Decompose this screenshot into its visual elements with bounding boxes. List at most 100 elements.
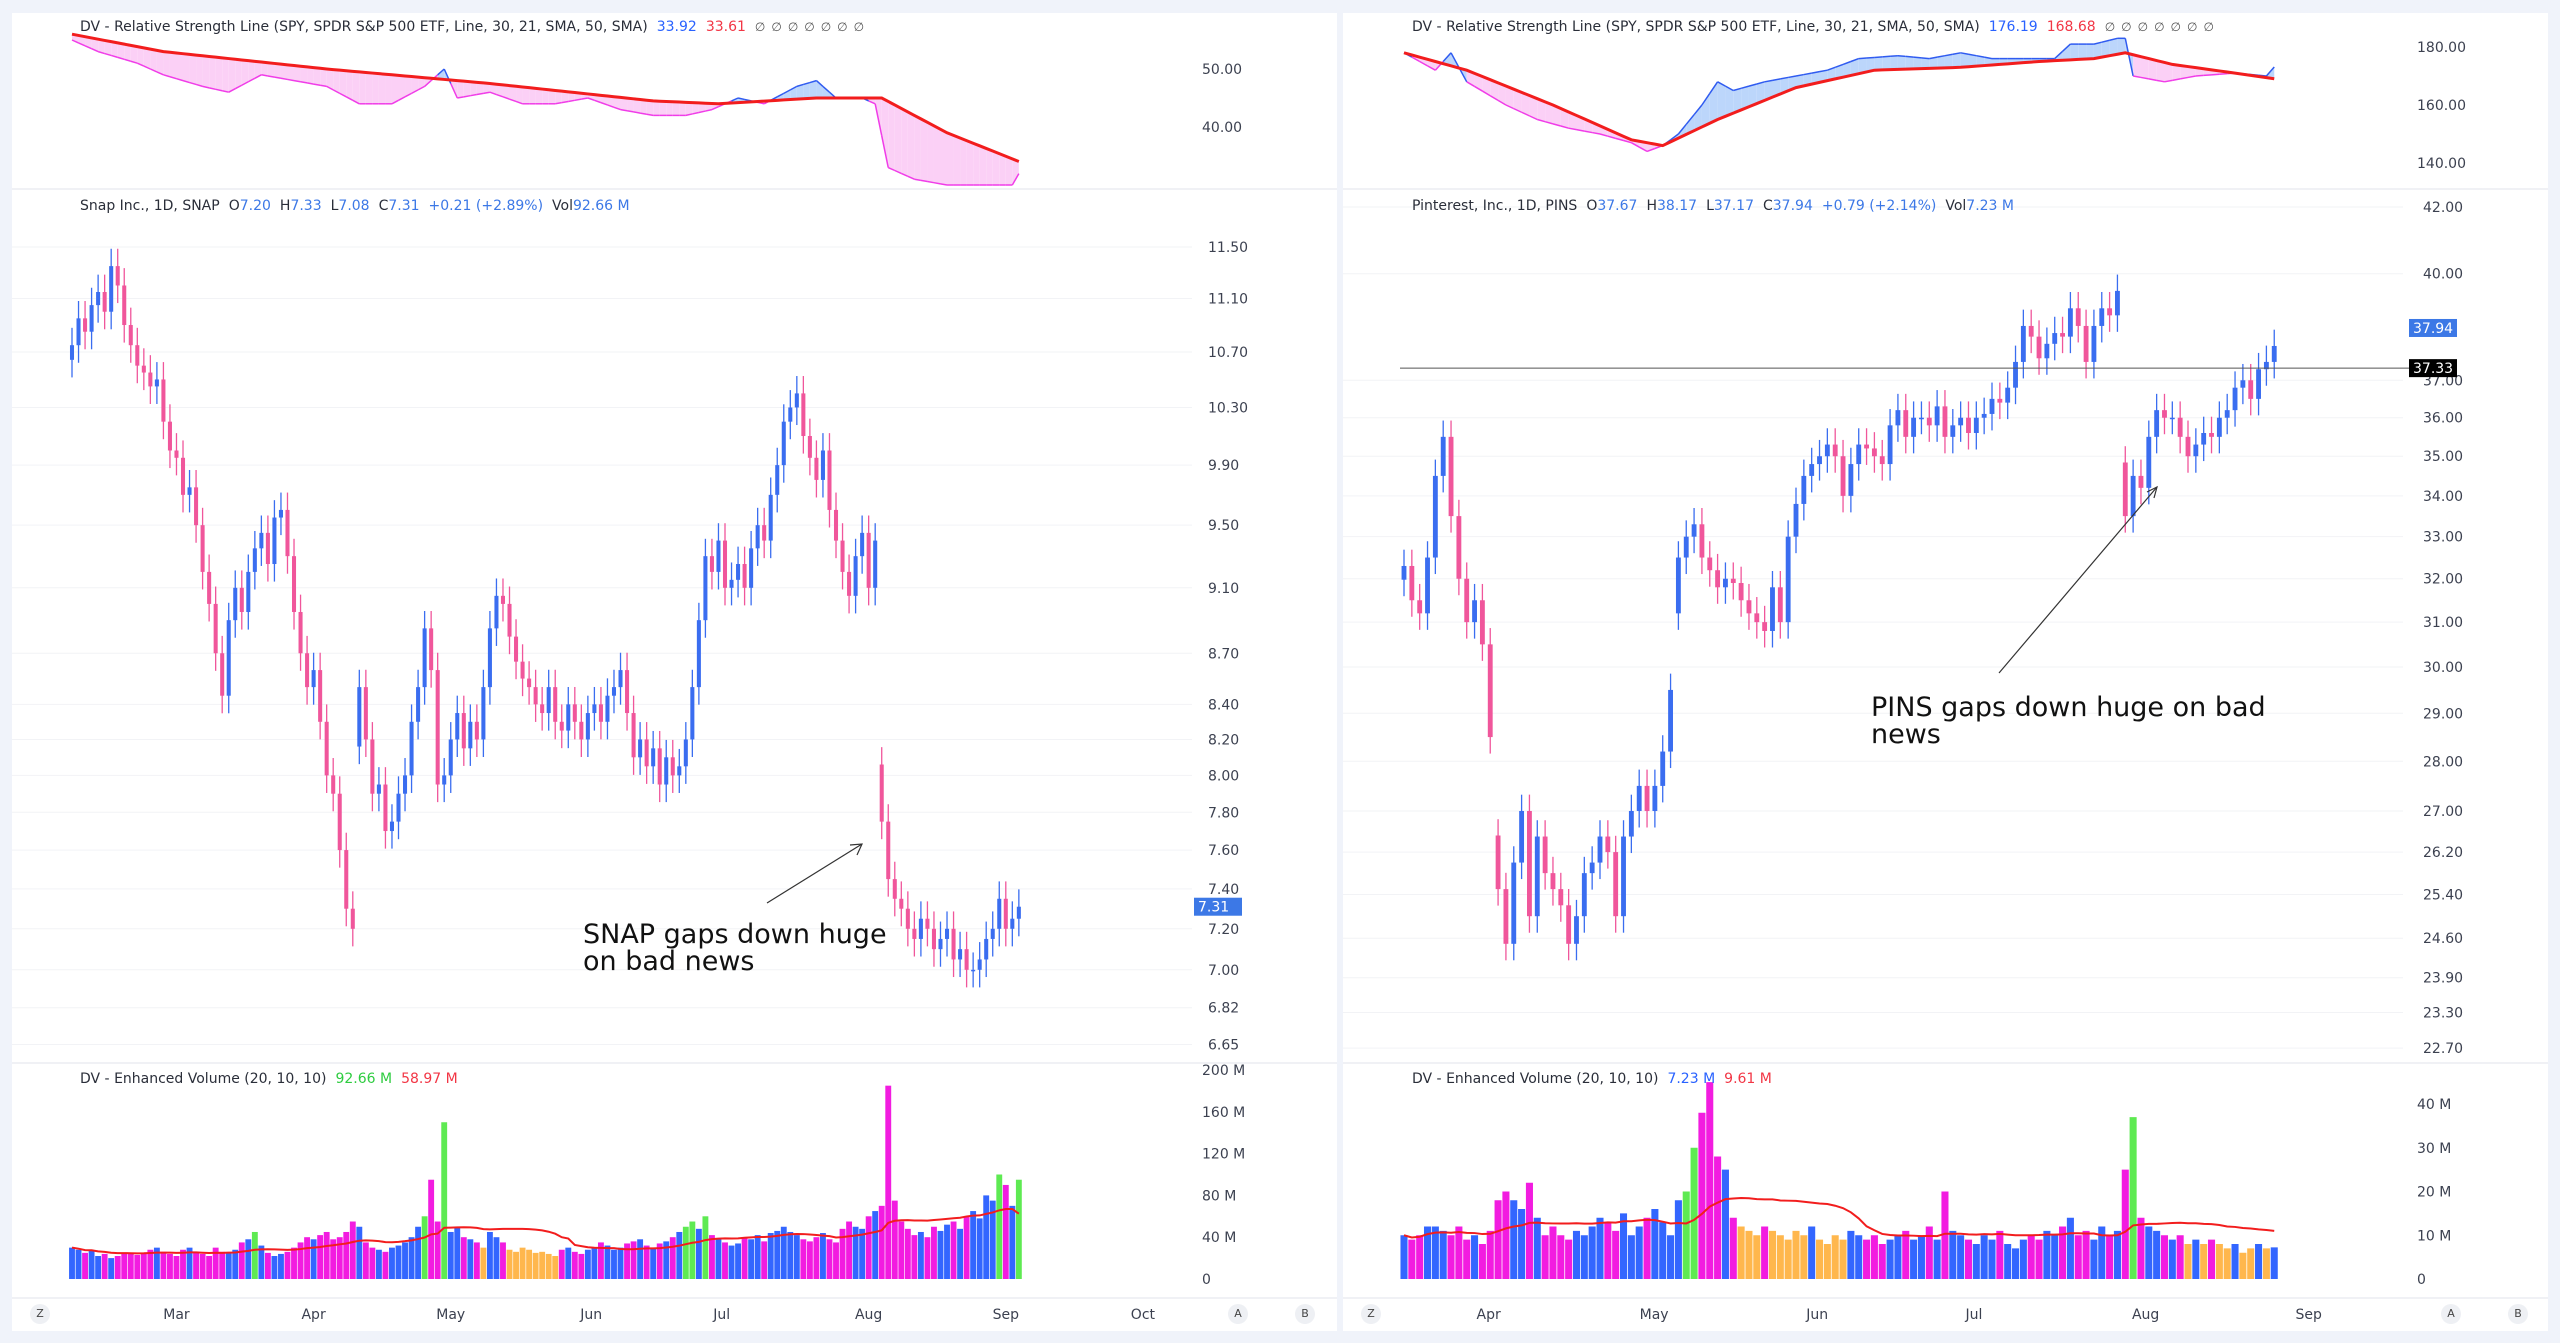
- symbol-title[interactable]: Pinterest, Inc., 1D, PINS: [1412, 198, 1578, 214]
- volume-bar[interactable]: [343, 1231, 350, 1279]
- volume-bar[interactable]: [467, 1239, 474, 1279]
- candle[interactable]: [298, 594, 303, 671]
- candle[interactable]: [1919, 401, 1924, 435]
- volume-bar[interactable]: [872, 1211, 879, 1279]
- candle[interactable]: [285, 492, 290, 574]
- candle[interactable]: [1723, 562, 1728, 604]
- candle[interactable]: [1707, 541, 1713, 587]
- candle[interactable]: [2067, 291, 2073, 354]
- candle[interactable]: [559, 704, 564, 749]
- candle[interactable]: [135, 327, 140, 384]
- candle[interactable]: [801, 376, 806, 454]
- volume-bar[interactable]: [82, 1252, 88, 1279]
- volume-bar[interactable]: [2066, 1217, 2074, 1279]
- volume-bar[interactable]: [1009, 1205, 1016, 1279]
- volume-bar[interactable]: [2153, 1230, 2161, 1279]
- candle[interactable]: [2028, 309, 2034, 354]
- auto-scale-button[interactable]: A: [1228, 1304, 1248, 1324]
- volume-bar[interactable]: [225, 1252, 232, 1279]
- volume-bar[interactable]: [264, 1252, 271, 1279]
- volume-bar[interactable]: [767, 1233, 774, 1279]
- volume-bar[interactable]: [885, 1085, 892, 1279]
- volume-bar[interactable]: [160, 1251, 167, 1279]
- candle[interactable]: [1973, 401, 1979, 450]
- price-axis[interactable]: 42.00 40.00 37.00 36.00 35.00 34.00 33.00 32.00…: [1343, 200, 2463, 1057]
- volume-bar[interactable]: [774, 1230, 781, 1279]
- volume-bar[interactable]: [382, 1251, 389, 1279]
- volume-bar[interactable]: [1518, 1209, 1526, 1279]
- volume-bar[interactable]: [904, 1228, 911, 1279]
- volume-bar[interactable]: [878, 1205, 885, 1279]
- volume-bar[interactable]: [891, 1200, 898, 1279]
- volume-bar[interactable]: [193, 1251, 200, 1279]
- volume-bar[interactable]: [134, 1254, 141, 1279]
- candle[interactable]: [2256, 352, 2261, 416]
- candle[interactable]: [1989, 382, 1995, 431]
- volume-bar[interactable]: [591, 1247, 598, 1279]
- volume-bar[interactable]: [617, 1247, 624, 1279]
- candle[interactable]: [546, 669, 551, 731]
- volume-bar[interactable]: [506, 1249, 513, 1279]
- candle[interactable]: [448, 722, 453, 793]
- volume-bar[interactable]: [206, 1256, 213, 1279]
- volume-bar[interactable]: [2184, 1244, 2192, 1279]
- candle[interactable]: [1817, 439, 1822, 481]
- volume-bar[interactable]: [1839, 1239, 1847, 1279]
- candle[interactable]: [422, 611, 427, 705]
- candle[interactable]: [1793, 487, 1799, 554]
- volume-pane[interactable]: 200 M 160 M 120 M 80 M 40 M 0: [69, 1063, 1245, 1288]
- volume-bar[interactable]: [2160, 1235, 2169, 1279]
- candle[interactable]: [977, 942, 982, 988]
- volume-bar[interactable]: [865, 1216, 872, 1279]
- volume-bar[interactable]: [513, 1251, 519, 1279]
- candle[interactable]: [2209, 416, 2214, 454]
- volume-bar[interactable]: [597, 1242, 604, 1279]
- volume-bar[interactable]: [238, 1242, 245, 1279]
- volume-bar[interactable]: [571, 1251, 578, 1279]
- candle[interactable]: [1519, 794, 1525, 880]
- volume-bar[interactable]: [2035, 1239, 2043, 1279]
- candle[interactable]: [1856, 428, 1862, 481]
- volume-bar[interactable]: [839, 1228, 846, 1279]
- candle[interactable]: [141, 348, 146, 391]
- candle[interactable]: [736, 546, 741, 598]
- candle[interactable]: [174, 433, 179, 476]
- candle[interactable]: [938, 921, 943, 967]
- candle[interactable]: [1613, 835, 1619, 933]
- candle[interactable]: [827, 433, 832, 528]
- candle[interactable]: [1691, 507, 1697, 554]
- candle[interactable]: [807, 418, 812, 476]
- candle[interactable]: [2193, 428, 2199, 473]
- volume-bar[interactable]: [1847, 1230, 1855, 1279]
- volume-bar[interactable]: [1894, 1235, 1902, 1279]
- volume-bar[interactable]: [1674, 1200, 1682, 1279]
- candle[interactable]: [781, 404, 786, 483]
- candle[interactable]: [1683, 520, 1689, 575]
- candle[interactable]: [1981, 397, 1987, 435]
- candle[interactable]: [1511, 846, 1517, 961]
- candle[interactable]: [1589, 846, 1595, 890]
- candle[interactable]: [820, 433, 825, 498]
- candle[interactable]: [1730, 562, 1736, 600]
- volume-bar[interactable]: [2231, 1244, 2239, 1279]
- volume-bar[interactable]: [1964, 1239, 1973, 1279]
- volume-bar[interactable]: [565, 1247, 572, 1279]
- candle[interactable]: [2044, 327, 2050, 375]
- volume-bar[interactable]: [356, 1226, 363, 1279]
- candle[interactable]: [455, 695, 460, 758]
- volume-bar[interactable]: [2255, 1244, 2263, 1279]
- volume-bar[interactable]: [2011, 1248, 2020, 1279]
- volume-bar[interactable]: [500, 1242, 506, 1279]
- symbol-title[interactable]: Snap Inc., 1D, SNAP: [80, 198, 220, 214]
- volume-bar[interactable]: [369, 1247, 376, 1279]
- volume-bar[interactable]: [989, 1200, 996, 1279]
- volume-bar[interactable]: [1925, 1226, 1933, 1280]
- candle[interactable]: [514, 619, 519, 680]
- volume-bar[interactable]: [486, 1231, 493, 1279]
- volume-bar[interactable]: [663, 1241, 670, 1279]
- candle[interactable]: [860, 515, 865, 574]
- volume-bar[interactable]: [944, 1224, 950, 1279]
- volume-bar[interactable]: [669, 1237, 676, 1279]
- volume-bar[interactable]: [1721, 1169, 1729, 1279]
- volume-bar[interactable]: [441, 1122, 448, 1279]
